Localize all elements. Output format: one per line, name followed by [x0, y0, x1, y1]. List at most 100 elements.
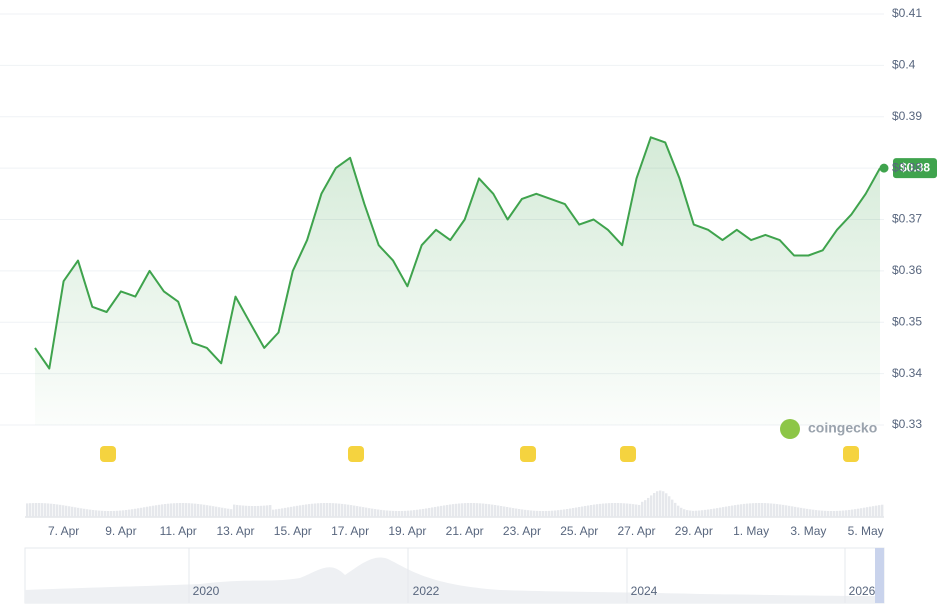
volume-bar [731, 505, 734, 517]
last-point [879, 163, 889, 173]
volume-bar [725, 506, 728, 517]
volume-bar [863, 507, 866, 517]
volume-bar [260, 505, 263, 517]
volume-bar [236, 504, 239, 517]
volume-bar [311, 503, 314, 517]
volume-bar [530, 510, 533, 517]
volume-bar [248, 505, 251, 517]
volume-bar [443, 505, 446, 517]
volume-bar [392, 510, 395, 517]
volume-bar [659, 490, 662, 517]
volume-bar [233, 504, 236, 517]
volume-bar [428, 507, 431, 517]
volume-bar [803, 508, 806, 517]
volume-bar [776, 504, 779, 517]
volume-bar [578, 507, 581, 517]
volume-bar [836, 510, 839, 517]
x-tick-label: 7. Apr [48, 524, 79, 538]
volume-bar [95, 510, 98, 517]
volume-bar [749, 503, 752, 517]
volume-bar [458, 503, 461, 517]
volume-bar [293, 506, 296, 517]
x-tick-label: 11. Apr [160, 524, 197, 538]
volume-bar [302, 504, 305, 517]
event-marker[interactable] [348, 446, 364, 462]
volume-bar [425, 508, 428, 517]
volume-bar [155, 505, 158, 517]
volume-bar [326, 503, 329, 517]
event-marker[interactable] [520, 446, 536, 462]
x-tick-label: 19. Apr [388, 524, 426, 538]
volume-bar [119, 510, 122, 517]
volume-bar [353, 505, 356, 517]
volume-bar [620, 503, 623, 517]
volume-bar [362, 507, 365, 517]
volume-bar [116, 510, 119, 517]
volume-bar [821, 510, 824, 517]
volume-bar [692, 510, 695, 517]
volume-bar [707, 509, 710, 517]
volume-bar [827, 510, 830, 517]
volume-bar [371, 508, 374, 517]
volume-bar [494, 505, 497, 517]
volume-bar [518, 509, 521, 517]
volume-bar [683, 509, 686, 517]
price-badge-label: $0.38 [900, 160, 930, 174]
navigator-selection[interactable] [875, 548, 884, 603]
navigator-label: 2020 [193, 584, 220, 598]
event-marker[interactable] [620, 446, 636, 462]
volume-bar [398, 510, 401, 517]
volume-bar [128, 509, 131, 517]
x-tick-label: 21. Apr [446, 524, 484, 538]
volume-bar [701, 510, 704, 517]
volume-bar [341, 503, 344, 517]
volume-bar [596, 504, 599, 517]
volume-bar [134, 508, 137, 517]
volume-bar [203, 504, 206, 517]
volume-bar [53, 504, 56, 517]
volume-bar [758, 503, 761, 517]
volume-bar [797, 507, 800, 517]
volume-bar [173, 503, 176, 517]
volume-bar [263, 505, 266, 517]
volume-bar [815, 510, 818, 517]
volume-bar [722, 507, 725, 517]
volume-bar [590, 505, 593, 517]
volume-bar [851, 509, 854, 517]
x-tick-label: 13. Apr [216, 524, 254, 538]
volume-bar [149, 506, 152, 517]
volume-bar [365, 507, 368, 517]
volume-bar [575, 507, 578, 517]
volume-bar [539, 510, 542, 517]
volume-bar [110, 510, 113, 517]
volume-bar [740, 504, 743, 517]
volume-bar [254, 505, 257, 517]
event-marker[interactable] [843, 446, 859, 462]
volume-bar [317, 503, 320, 517]
y-tick-label: $0.36 [892, 263, 922, 277]
volume-bar [605, 503, 608, 517]
volume-bar [857, 508, 860, 517]
volume-bar [617, 503, 620, 517]
volume-bar [407, 510, 410, 517]
volume-bar [335, 503, 338, 517]
volume-bar [257, 505, 260, 517]
volume-bar [488, 504, 491, 517]
volume-bar [35, 503, 38, 517]
volume-bar [131, 509, 134, 517]
navigator-label: 2026 [849, 584, 876, 598]
volume-bar [584, 505, 587, 517]
volume-bar [44, 503, 47, 517]
volume-bar [542, 510, 545, 517]
volume-bar [665, 493, 668, 517]
volume-bar [239, 505, 242, 517]
volume-bar [68, 506, 71, 517]
volume-bar [278, 508, 281, 517]
event-marker[interactable] [100, 446, 116, 462]
volume-bar [62, 505, 65, 517]
navigator-area [25, 557, 884, 603]
volume-bar [212, 506, 215, 517]
volume-bar [656, 491, 659, 517]
volume-bar [452, 504, 455, 517]
volume-bar [671, 499, 674, 517]
